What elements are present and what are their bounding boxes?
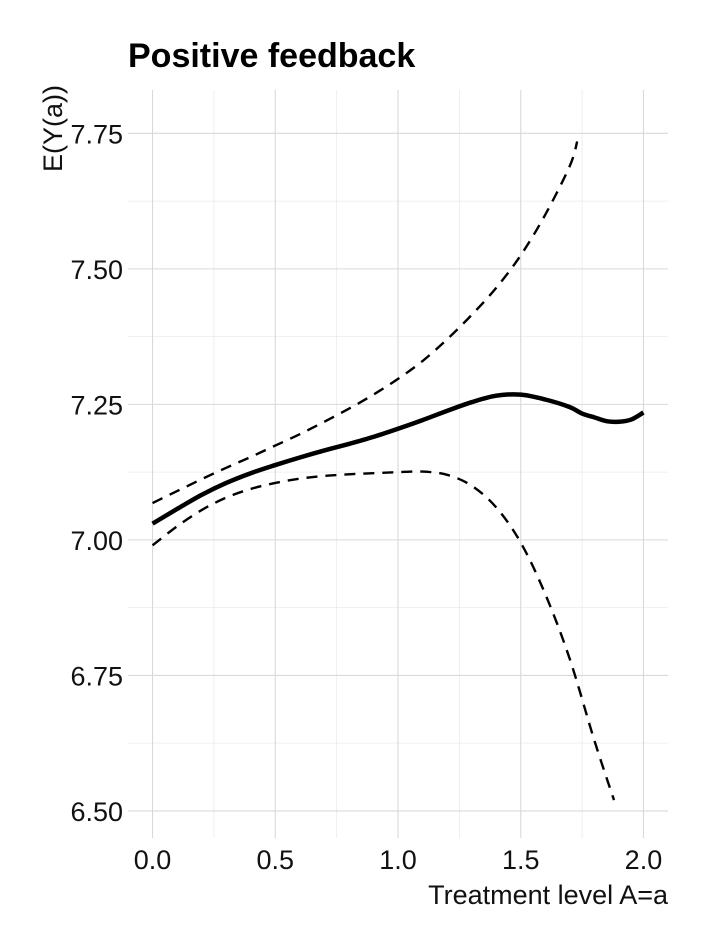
x-axis-label: Treatment level A=a xyxy=(428,880,669,910)
y-axis-label: E(Y(a)) xyxy=(38,85,68,172)
lower-bound-line xyxy=(151,470,616,801)
y-tick-label: 6.50 xyxy=(70,797,123,827)
tick-labels: 0.0 0.5 1.0 1.5 2.0 6.50 6.75 7.00 7.25 7.50 7.75 xyxy=(70,119,662,875)
y-tick-label: 6.75 xyxy=(70,661,123,691)
chart-title: Positive feedback xyxy=(128,37,415,75)
y-tick-label: 7.75 xyxy=(70,119,123,149)
y-tick-label: 7.50 xyxy=(70,255,123,285)
x-tick-label: 0.0 xyxy=(134,845,172,875)
x-tick-label: 1.0 xyxy=(379,845,417,875)
x-tick-label: 1.5 xyxy=(502,845,540,875)
upper-bound-line xyxy=(152,141,579,505)
x-tick-label: 2.0 xyxy=(625,845,663,875)
estimate-line xyxy=(151,392,645,526)
plot-grid xyxy=(128,90,668,838)
data-lines xyxy=(151,141,645,801)
y-tick-label: 7.00 xyxy=(70,526,123,556)
x-tick-label: 0.5 xyxy=(256,845,294,875)
y-tick-label: 7.25 xyxy=(70,390,123,420)
